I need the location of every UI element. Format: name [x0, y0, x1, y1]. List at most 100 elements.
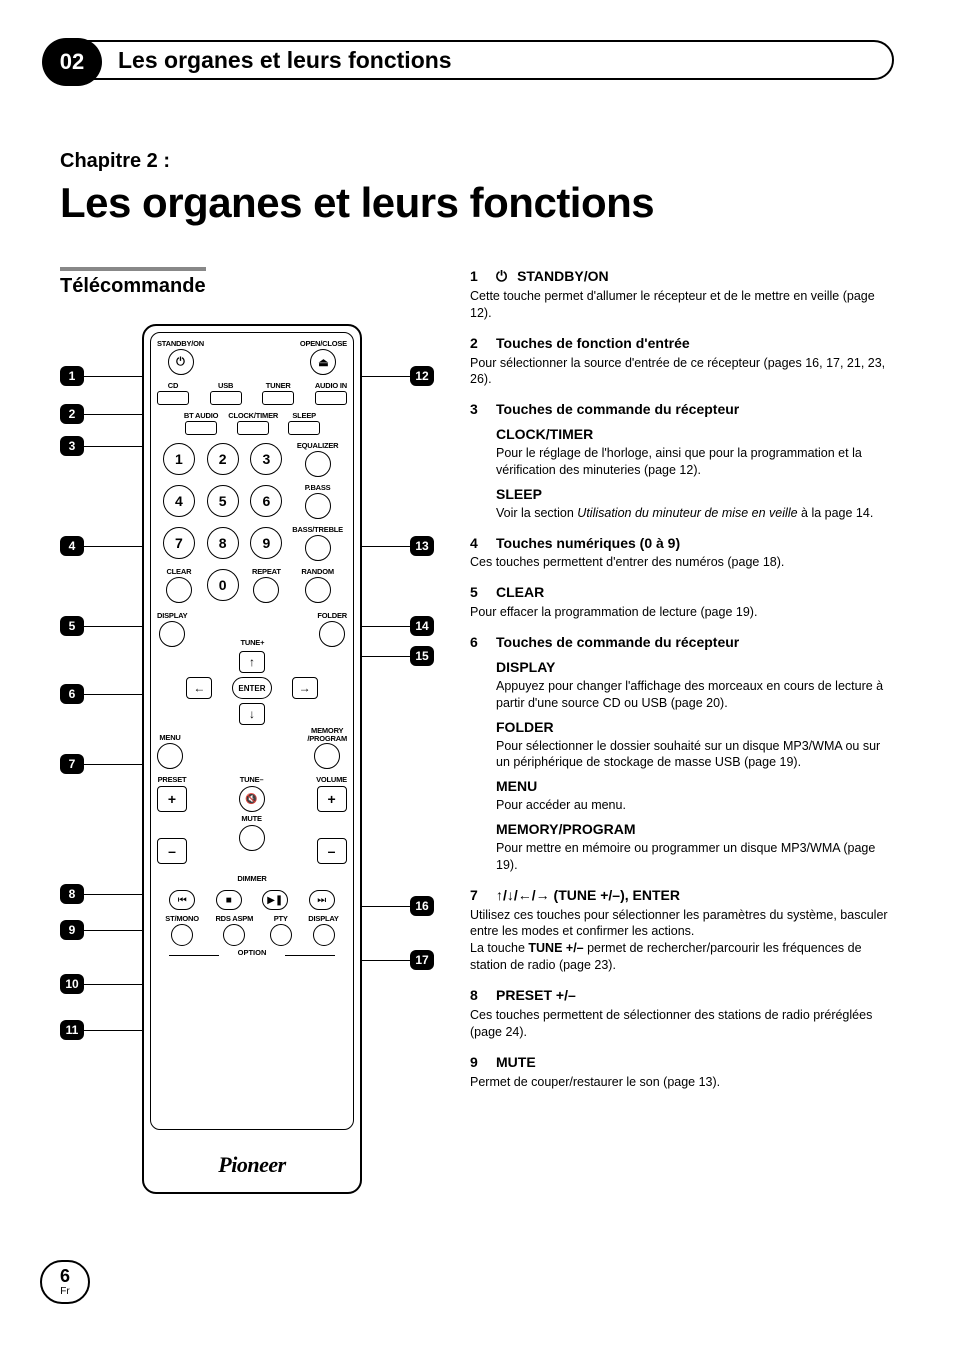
- prev-button: ⏮: [169, 890, 195, 910]
- btaudio-button: [185, 421, 217, 435]
- sub-entry: DISPLAYAppuyez pour changer l'affichage …: [496, 658, 894, 712]
- menu-label: MENU: [159, 733, 180, 742]
- number-grid: 1 2 3 EQUALIZER 4 5 6 P.BASS 7 8 9 BASS/…: [161, 441, 343, 603]
- right-button: →: [292, 677, 318, 699]
- remote-diagram: 1234567891011 121314151617 STANDBY/ON⏻ O…: [60, 314, 440, 1214]
- pbass-button: [305, 493, 331, 519]
- num-5: 5: [207, 485, 239, 517]
- sub-entry: SLEEPVoir la section Utilisation du minu…: [496, 485, 894, 522]
- display-button: [159, 621, 185, 647]
- input-usb-label: USB: [218, 381, 233, 390]
- columns: Télécommande 1234567891011 121314151617 …: [60, 267, 894, 1214]
- sub-body: Voir la section Utilisation du minuteur …: [496, 505, 894, 522]
- enter-button: ENTER: [232, 677, 272, 699]
- clear-button: [166, 577, 192, 603]
- nav-pad: ↑ ← ENTER → ↓: [175, 651, 329, 725]
- preset-minus-button: –: [157, 838, 187, 864]
- callout-7: 7: [60, 754, 84, 774]
- section-title: Télécommande: [60, 267, 206, 298]
- sub-body: Pour mettre en mémoire ou programmer un …: [496, 840, 894, 874]
- callout-16: 16: [410, 896, 434, 916]
- rds-display-button: [313, 924, 335, 946]
- pbass-label: P.BASS: [305, 483, 331, 492]
- page-lang: Fr: [60, 1287, 69, 1297]
- entry-9: 9MUTEPermet de couper/restaurer le son (…: [470, 1053, 894, 1091]
- mute-icon-button: 🔇: [239, 786, 265, 812]
- sleep-label: SLEEP: [292, 411, 316, 420]
- input-usb-button: [210, 391, 242, 405]
- clocktimer-button: [237, 421, 269, 435]
- entry-head: 9MUTE: [470, 1053, 894, 1072]
- right-column: 1⏻STANDBY/ONCette touche permet d'allume…: [470, 267, 894, 1102]
- entry-2: 2Touches de fonction d'entrée Pour sélect…: [470, 334, 894, 389]
- input-cd-label: CD: [168, 381, 178, 390]
- page-footer: 6 Fr: [60, 1254, 894, 1304]
- power-icon: ⏻: [496, 267, 507, 286]
- memory-button: [314, 743, 340, 769]
- sub-head: SLEEP: [496, 485, 894, 504]
- volume-minus-button: –: [317, 838, 347, 864]
- repeat-button: [253, 577, 279, 603]
- option-label: OPTION: [157, 948, 347, 957]
- num-7: 7: [163, 527, 195, 559]
- volume-label: VOLUME: [316, 775, 347, 784]
- entry-head: 4Touches numériques (0 à 9): [470, 534, 894, 553]
- callout-2: 2: [60, 404, 84, 424]
- equalizer-button: [305, 451, 331, 477]
- num-1: 1: [163, 443, 195, 475]
- num-4: 4: [163, 485, 195, 517]
- btaudio-label: BT AUDIO: [184, 411, 218, 420]
- num-2: 2: [207, 443, 239, 475]
- basstreble-label: BASS/TREBLE: [292, 525, 343, 534]
- entry-body: Utilisez ces touches pour sélectionner l…: [470, 907, 894, 975]
- num-9: 9: [250, 527, 282, 559]
- chapter-label: Chapitre 2 :: [60, 150, 894, 173]
- pty-label: PTY: [274, 914, 288, 923]
- entry-body: Pour effacer la programmation de lecture…: [470, 604, 894, 621]
- callout-4: 4: [60, 536, 84, 556]
- entry-1: 1⏻STANDBY/ONCette touche permet d'allume…: [470, 267, 894, 322]
- repeat-label: REPEAT: [252, 567, 281, 576]
- next-button: ⏭: [309, 890, 335, 910]
- mute-button: [239, 825, 265, 851]
- sub-head: MENU: [496, 777, 894, 796]
- open-label: OPEN/CLOSE: [300, 339, 347, 348]
- callout-1: 1: [60, 366, 84, 386]
- left-button: ←: [186, 677, 212, 699]
- callout-6: 6: [60, 684, 84, 704]
- entry-body: Ces touches permettent d'entrer des numé…: [470, 554, 894, 571]
- remote-inner: STANDBY/ON⏻ OPEN/CLOSE⏏ CD USB TUNER AUD…: [150, 332, 354, 1130]
- page: 02 Les organes et leurs fonctions Chapit…: [0, 0, 954, 1334]
- display-label: DISPLAY: [157, 611, 187, 620]
- stop-button: ■: [216, 890, 242, 910]
- num-8: 8: [207, 527, 239, 559]
- callout-15: 15: [410, 646, 434, 666]
- entry-body: Pour sélectionner la source d'entrée de …: [470, 355, 894, 389]
- tuneplus-label: TUNE+: [240, 638, 264, 647]
- header-bar: 02 Les organes et leurs fonctions: [60, 40, 894, 80]
- entry-head: 2Touches de fonction d'entrée: [470, 334, 894, 353]
- standby-label: STANDBY/ON: [157, 339, 204, 348]
- entry-head: 6Touches de commande du récepteur: [470, 633, 894, 652]
- page-number-badge: 6 Fr: [40, 1260, 90, 1304]
- sub-body: Pour le réglage de l'horloge, ainsi que …: [496, 445, 894, 479]
- entry-3: 3Touches de commande du récepteurCLOCK/T…: [470, 400, 894, 521]
- sub-body: Pour accéder au menu.: [496, 797, 894, 814]
- callout-5: 5: [60, 616, 84, 636]
- callout-12: 12: [410, 366, 434, 386]
- brand-logo: Pioneer: [144, 1152, 360, 1178]
- rds-row: ST/MONO RDS ASPM PTY DISPLAY: [157, 914, 347, 946]
- entry-head: 5CLEAR: [470, 583, 894, 602]
- random-label: RANDOM: [301, 567, 334, 576]
- page-number: 6: [60, 1267, 70, 1285]
- rds-display-label: DISPLAY: [308, 914, 338, 923]
- input-audioin-label: AUDIO IN: [315, 381, 347, 390]
- num-0: 0: [207, 569, 239, 601]
- clear-label: CLEAR: [166, 567, 191, 576]
- up-button: ↑: [239, 651, 265, 673]
- sub-entry: MEMORY/PROGRAMPour mettre en mémoire ou …: [496, 820, 894, 874]
- entry-head: 7↑/↓/←/→ (TUNE +/–), ENTER: [470, 886, 894, 905]
- equalizer-label: EQUALIZER: [297, 441, 339, 450]
- rdsaspm-label: RDS ASPM: [215, 914, 253, 923]
- standby-button: ⏻: [168, 349, 194, 375]
